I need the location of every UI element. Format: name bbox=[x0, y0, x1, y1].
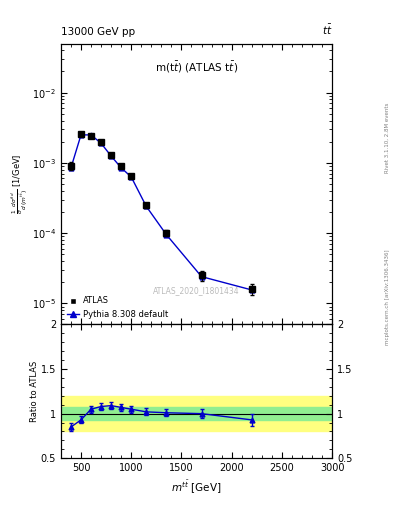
X-axis label: $m^{t\bar{t}}$ [GeV]: $m^{t\bar{t}}$ [GeV] bbox=[171, 479, 222, 496]
Text: $t\bar{t}$: $t\bar{t}$ bbox=[321, 23, 332, 37]
Text: m(t$\bar{t}$) (ATLAS t$\bar{t}$): m(t$\bar{t}$) (ATLAS t$\bar{t}$) bbox=[155, 60, 238, 75]
Text: mcplots.cern.ch [arXiv:1306.3436]: mcplots.cern.ch [arXiv:1306.3436] bbox=[385, 249, 389, 345]
Legend: ATLAS, Pythia 8.308 default: ATLAS, Pythia 8.308 default bbox=[65, 295, 170, 321]
Y-axis label: Ratio to ATLAS: Ratio to ATLAS bbox=[30, 361, 39, 422]
Text: Rivet 3.1.10, 2.8M events: Rivet 3.1.10, 2.8M events bbox=[385, 103, 389, 174]
Y-axis label: $\frac{1}{\sigma}\frac{d\sigma^{fid}}{d\,(m^{t\bar{t}})}$ [1/GeV]: $\frac{1}{\sigma}\frac{d\sigma^{fid}}{d\… bbox=[10, 154, 31, 214]
Text: 13000 GeV pp: 13000 GeV pp bbox=[61, 27, 135, 37]
Text: ATLAS_2020_I1801434: ATLAS_2020_I1801434 bbox=[153, 286, 240, 295]
